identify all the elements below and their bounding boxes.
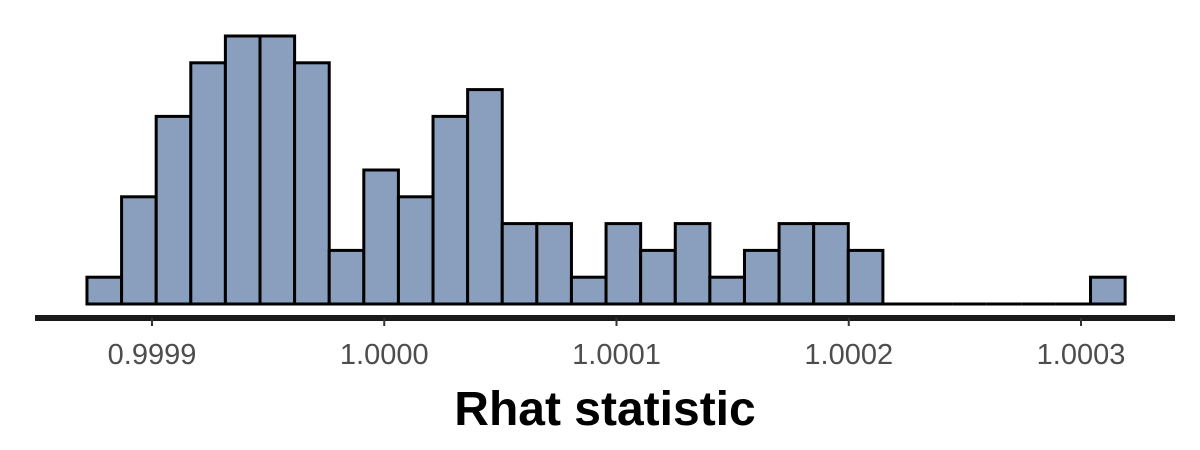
histogram-bar (189, 61, 227, 306)
x-axis-title: Rhat statistic (454, 383, 755, 436)
histogram-bar (431, 114, 470, 306)
histogram-bar (362, 168, 400, 306)
histogram-bar (466, 88, 504, 306)
x-ticks-group: 0.9999 1.0000 1.0001 1.0002 1.0003 (108, 318, 1126, 371)
histogram-bar (777, 222, 816, 306)
histogram-bar (396, 195, 435, 306)
histogram-bar (327, 248, 366, 306)
x-tick-label: 1.0001 (572, 339, 661, 371)
histogram-bar (85, 275, 124, 306)
histogram-bar (535, 222, 573, 306)
histogram-bar (846, 248, 885, 306)
histogram-bar (742, 248, 781, 306)
histogram-bar (604, 222, 643, 306)
bars-group (85, 34, 1127, 306)
x-tick-label: 1.0003 (1037, 339, 1126, 371)
histogram-bar (569, 275, 608, 306)
histogram-bar (258, 34, 297, 306)
histogram-bar (154, 114, 193, 306)
histogram-bar (223, 34, 262, 306)
x-tick-label: 1.0000 (340, 339, 429, 371)
histogram-bar (812, 222, 850, 306)
histogram-bar (120, 195, 158, 306)
histogram-bar (708, 275, 746, 306)
histogram-bar (673, 222, 712, 306)
x-tick-label: 1.0002 (804, 339, 893, 371)
histogram-bar (639, 248, 677, 306)
x-tick-label: 0.9999 (108, 339, 197, 371)
histogram-bar (500, 222, 539, 306)
histogram-bar (293, 61, 331, 306)
histogram-bar (1089, 275, 1127, 306)
